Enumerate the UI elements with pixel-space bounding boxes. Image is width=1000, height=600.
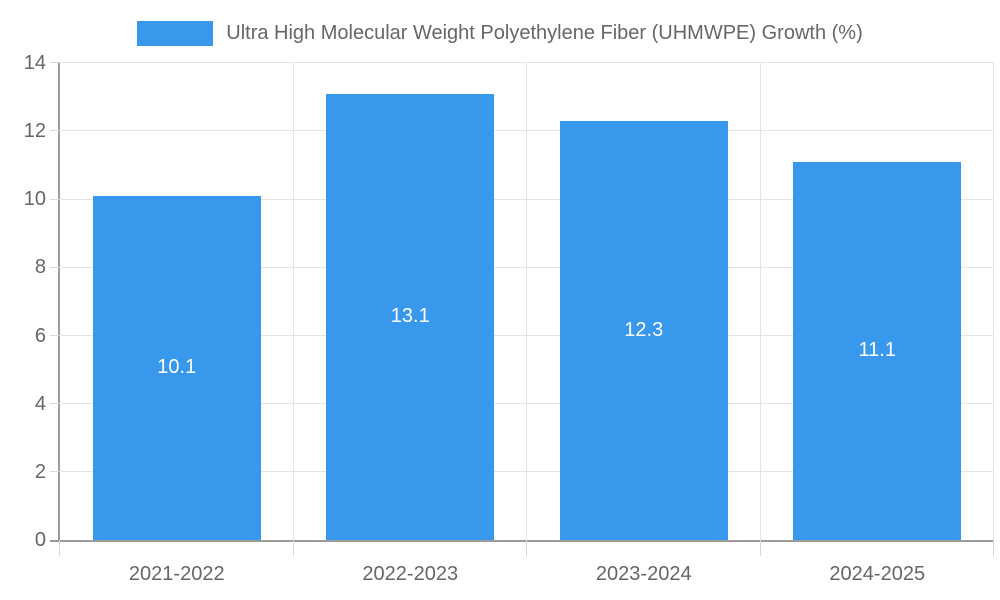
y-tick-mark: [50, 130, 60, 132]
category-boundary-gridline: [759, 63, 761, 540]
y-axis-tick-label: 2: [34, 460, 46, 483]
legend: Ultra High Molecular Weight Polyethylene…: [0, 17, 1000, 49]
y-axis-tick-label: 10: [23, 188, 46, 211]
category-boundary-gridline: [292, 63, 294, 540]
x-axis-tick-label: 2024-2025: [829, 563, 926, 585]
y-tick-mark: [50, 334, 60, 336]
plot-area: 10.1 13.1 12.3 11.1: [50, 62, 995, 556]
category-boundary-gridline: [526, 63, 528, 540]
bar-value-label: 12.3: [624, 318, 664, 341]
y-tick-mark: [50, 62, 60, 64]
y-tick-mark: [50, 471, 60, 473]
bar-value-label: 10.1: [157, 356, 197, 379]
bar: 10.1: [92, 195, 261, 540]
y-axis-tick-label: 0: [34, 529, 46, 551]
x-axis-line: [50, 540, 994, 542]
y-axis-tick-label: 6: [34, 324, 46, 347]
x-tick-mark: [526, 540, 528, 556]
bar-value-label: 13.1: [390, 305, 430, 328]
bar: 13.1: [326, 93, 495, 540]
y-tick-mark: [50, 266, 60, 268]
y-axis-tick-label: 8: [34, 256, 46, 279]
x-axis-tick-label: 2023-2024: [595, 563, 692, 585]
y-tick-mark: [50, 198, 60, 200]
x-axis-tick-label: 2022-2023: [362, 563, 459, 585]
y-gridline: [60, 62, 994, 64]
x-tick-mark: [292, 540, 294, 556]
bar: 12.3: [559, 120, 728, 540]
x-axis-tick-label: 2021-2022: [128, 563, 225, 585]
y-axis-tick-label: 12: [23, 120, 46, 143]
bar-value-label: 11.1: [858, 339, 896, 362]
y-axis-line: [58, 63, 60, 540]
legend-swatch: [137, 20, 214, 46]
y-tick-mark: [50, 402, 60, 404]
legend-label: Ultra High Molecular Weight Polyethylene…: [226, 21, 863, 44]
y-axis-tick-label: 14: [23, 52, 46, 74]
bar: 11.1: [793, 161, 962, 540]
x-tick-mark: [759, 540, 761, 556]
category-boundary-gridline: [993, 63, 995, 540]
x-tick-mark: [993, 540, 995, 556]
y-axis-tick-label: 4: [34, 392, 46, 415]
x-tick-mark: [59, 540, 61, 556]
